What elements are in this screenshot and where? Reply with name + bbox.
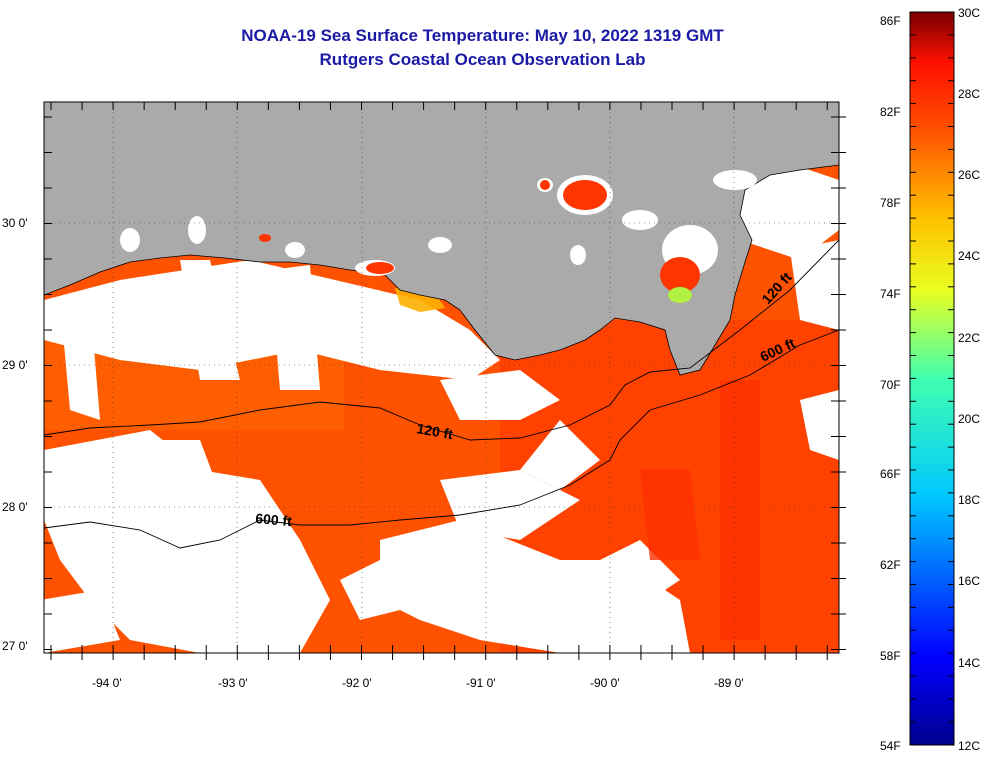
colorbar-label-f: 66F: [880, 467, 901, 481]
colorbar-ticks: [910, 11, 954, 746]
colorbar-label-f: 62F: [880, 558, 901, 572]
map-subtitle: Rutgers Coastal Ocean Observation Lab: [319, 50, 646, 69]
contour-120ft: [44, 239, 839, 441]
contour-600ft: [44, 329, 839, 549]
inland-sst: [259, 180, 700, 293]
contour-label-120ft-west: 120 ft: [415, 420, 454, 442]
contour-label-600ft-west: 600 ft: [255, 510, 293, 529]
lon-label: -91 0': [466, 676, 496, 690]
map-body: [44, 102, 839, 653]
lon-label: -89 0': [714, 676, 744, 690]
lat-label: 27 0': [2, 639, 28, 653]
colorbar-label-c: 16C: [958, 574, 980, 588]
colorbar-label-c: 20C: [958, 412, 980, 426]
lon-label: -90 0': [590, 676, 620, 690]
colorbar: [909, 11, 955, 746]
colorbar-label-c: 14C: [958, 656, 980, 670]
colorbar-label-c: 26C: [958, 168, 980, 182]
colorbar-label-f: 78F: [880, 196, 901, 210]
colorbar-label-c: 30C: [958, 6, 980, 20]
colorbar-label-c: 12C: [958, 739, 980, 753]
lat-label: 28 0': [2, 500, 28, 514]
lat-label: 30 0': [2, 216, 28, 230]
lon-label: -94 0': [92, 676, 122, 690]
colorbar-label-f: 74F: [880, 287, 901, 301]
colorbar-label-f: 86F: [880, 14, 901, 28]
map-frame: [43, 101, 840, 654]
colorbar-label-c: 22C: [958, 331, 980, 345]
colorbar-label-c: 18C: [958, 493, 980, 507]
warm-streaks: [640, 380, 760, 640]
colorbar-label-f: 58F: [880, 649, 901, 663]
map-title: NOAA-19 Sea Surface Temperature: May 10,…: [241, 26, 724, 45]
colorbar-label-f: 54F: [880, 739, 901, 753]
colorbar-label-f: 82F: [880, 105, 901, 119]
lon-label: -92 0': [342, 676, 372, 690]
colorbar-label-c: 28C: [958, 87, 980, 101]
lon-label: -93 0': [218, 676, 248, 690]
grid-lines: [44, 102, 839, 653]
colorbar-label-f: 70F: [880, 378, 901, 392]
lat-label: 29 0': [2, 358, 28, 372]
colorbar-label-c: 24C: [958, 249, 980, 263]
cool-estuary: [668, 287, 692, 303]
axis-ticks: [44, 102, 846, 660]
